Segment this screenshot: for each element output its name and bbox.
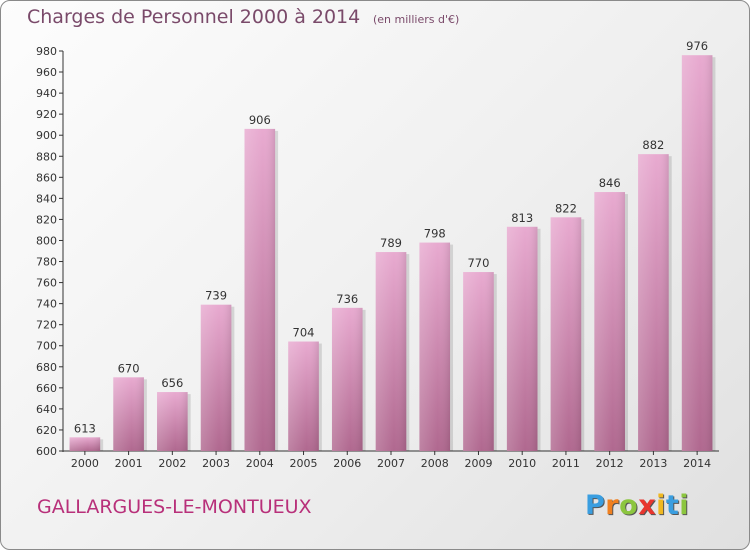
bar-highlight: [113, 377, 144, 451]
logo-letter: o: [619, 490, 639, 521]
bar-highlight: [69, 437, 101, 451]
x-tick-label: 2011: [552, 457, 580, 470]
bar-highlight: [594, 192, 625, 452]
x-tick-label: 2010: [508, 457, 536, 470]
y-tick-label: 960: [36, 66, 57, 79]
y-tick-label: 880: [36, 150, 57, 163]
y-tick-label: 760: [36, 277, 57, 290]
x-tick-label: 2001: [115, 457, 143, 470]
x-tick-label: 2012: [596, 457, 624, 470]
chart-subtitle: (en milliers d'€): [373, 13, 460, 26]
x-tick-label: 2000: [71, 457, 99, 470]
logo-letter: x: [638, 490, 657, 521]
x-tick-label: 2014: [683, 457, 711, 470]
y-tick-label: 680: [36, 361, 57, 374]
x-tick-label: 2008: [421, 457, 449, 470]
bar-highlight: [157, 392, 188, 451]
value-label-2001: 670: [118, 361, 140, 375]
y-tick-label: 740: [36, 298, 57, 311]
value-label-2014: 976: [686, 39, 708, 53]
y-tick-label: 900: [36, 129, 57, 142]
value-label-2013: 882: [642, 138, 664, 152]
bar-highlight: [288, 341, 319, 451]
logo-letter: t: [665, 490, 680, 521]
y-tick-label: 820: [36, 213, 57, 226]
bar-highlight: [681, 55, 713, 452]
bar-highlight: [463, 272, 494, 451]
y-tick-label: 980: [36, 45, 57, 58]
value-label-2002: 656: [161, 376, 183, 390]
y-tick-label: 860: [36, 171, 57, 184]
x-tick-label: 2002: [158, 457, 186, 470]
logo-letter: i: [656, 490, 666, 521]
value-label-2008: 798: [424, 227, 446, 241]
y-tick-label: 920: [36, 108, 57, 121]
y-tick-label: 620: [36, 424, 57, 437]
logo-letter: r: [605, 490, 620, 521]
bar-highlight: [419, 242, 451, 451]
value-labels: 613 670 656 739 906 704 736 789 798 770 813 822 846 8…: [74, 39, 708, 435]
value-label-2000: 613: [74, 421, 96, 435]
y-tick-label: 640: [36, 403, 57, 416]
y-tick-label: 720: [36, 319, 57, 332]
bar-highlight: [200, 304, 232, 451]
y-tick-label: 660: [36, 382, 57, 395]
y-tick-label: 600: [36, 445, 57, 458]
y-tick-label: 940: [36, 87, 57, 100]
chart-title: Charges de Personnel 2000 à 2014: [27, 6, 361, 28]
bar-highlight: [506, 226, 538, 451]
bar-highlight: [375, 252, 407, 451]
x-tick-label: 2007: [377, 457, 405, 470]
bar-highlight: [638, 154, 669, 451]
logo-letter: i: [679, 490, 690, 521]
y-tick-label: 840: [36, 192, 57, 205]
municipality-name: GALLARGUES-LE-MONTUEUX: [37, 496, 312, 518]
value-label-2009: 770: [467, 256, 489, 270]
value-label-2011: 822: [555, 201, 577, 215]
bar-highlight: [550, 217, 582, 451]
proxiti-logo: Proxiti: [585, 490, 689, 521]
y-tick-label: 800: [36, 234, 57, 247]
value-label-2010: 813: [511, 211, 533, 225]
y-tick-label: 700: [36, 340, 57, 353]
logo-letter: P: [585, 490, 606, 521]
x-tick-label: 2009: [464, 457, 492, 470]
y-tick-label: 780: [36, 256, 57, 269]
value-label-2006: 736: [336, 292, 358, 306]
x-tick-label: 2005: [290, 457, 318, 470]
value-label-2003: 739: [205, 289, 227, 303]
bars: [69, 55, 716, 452]
x-tick-label: 2013: [639, 457, 667, 470]
bar-highlight: [331, 307, 363, 451]
bar-highlight: [244, 128, 276, 451]
x-tick-label: 2003: [202, 457, 230, 470]
value-label-2007: 789: [380, 236, 402, 250]
value-label-2012: 846: [599, 176, 621, 190]
x-tick-label: 2006: [333, 457, 361, 470]
x-tick-label: 2004: [246, 457, 274, 470]
value-label-2004: 906: [249, 113, 271, 127]
value-label-2005: 704: [293, 326, 315, 340]
